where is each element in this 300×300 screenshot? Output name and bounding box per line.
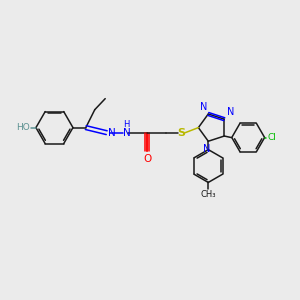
Text: O: O [143,154,151,164]
Text: H: H [123,120,130,129]
Text: HO: HO [16,123,30,132]
Text: N: N [203,144,210,154]
Text: S: S [177,128,185,138]
Text: N: N [200,102,208,112]
Text: N: N [108,128,116,138]
Text: CH₃: CH₃ [200,190,216,199]
Text: N: N [227,107,234,117]
Text: Cl: Cl [267,133,276,142]
Text: N: N [123,128,131,138]
